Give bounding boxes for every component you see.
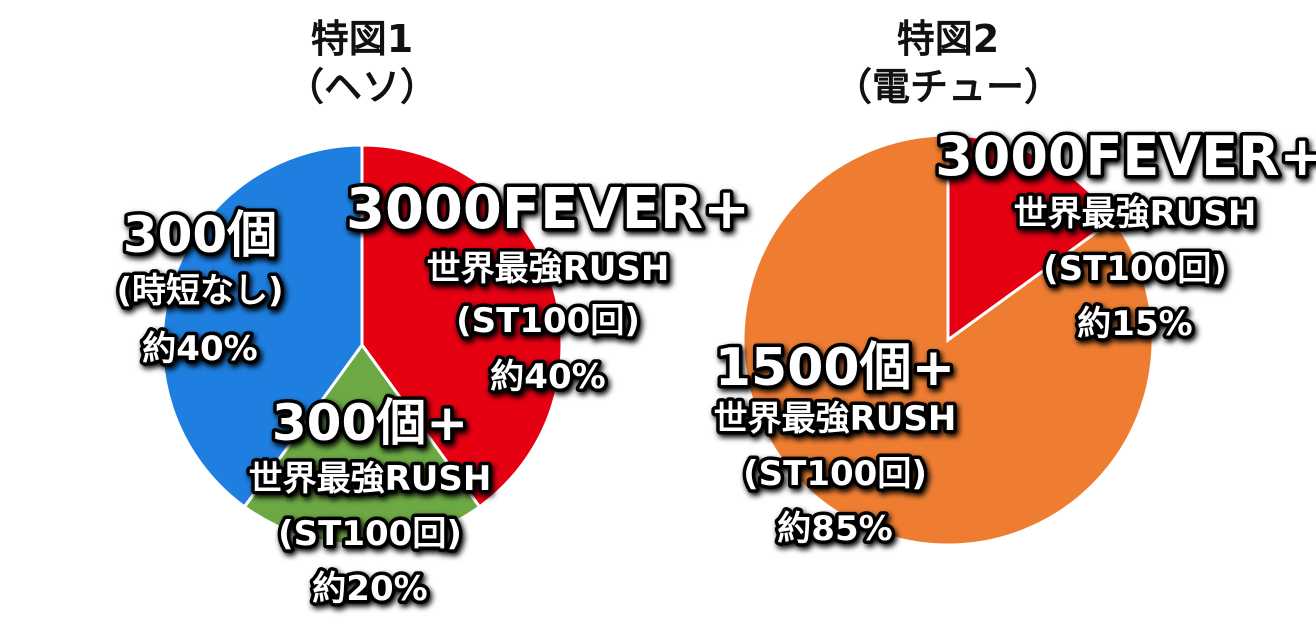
chart-2-title: 特図2 [897,17,999,61]
pie-slice-rush3000 [360,143,564,509]
data-label: 約85% [777,509,892,549]
pie-slice-rush300 [242,342,482,547]
data-label: 世界最強RUSH [1014,194,1257,234]
chart-1: 特図1 （ヘソ） 3000FEVER+ 世界最強RUSH (ST100回) 約4… [113,17,754,613]
data-label: (ST100回) [743,454,927,494]
chart-1-slices [160,143,564,547]
chart-1-labels: 3000FEVER+ 世界最強RUSH (ST100回) 約40% 300個 (… [113,174,754,613]
data-label: (ST100回) [278,514,462,554]
data-label: (時短なし) [116,271,283,311]
chart-2-labels: 3000FEVER+ 世界最強RUSH (ST100回) 約15% 1500個+… [710,122,1316,553]
chart-2-slices [741,133,1155,547]
data-label: 3000FEVER+ [346,177,750,242]
chart-1-subtitle: （ヘソ） [286,65,438,109]
data-label: 世界最強RUSH [249,459,492,499]
pie-slice-jitan [160,143,364,509]
chart-2-subtitle: （電チュー） [834,65,1062,109]
data-label: 1500個+ [715,338,955,398]
data-label: 300個 [123,206,277,264]
data-label: 約20% [312,569,427,609]
data-label: (ST100回) [456,301,640,341]
chart-2: 特図2 （電チュー） 3000FEVER+ 世界最強RUSH (ST100回) … [710,17,1316,553]
chart-1-title: 特図1 [311,17,413,61]
pie-slice-rush3000 [946,133,1116,343]
data-label: 約15% [1077,304,1192,344]
data-label: 3000FEVER+ [935,125,1316,188]
data-label: 300個+ [272,394,468,452]
data-label: 世界最強RUSH [714,399,957,439]
data-label: (ST100回) [1043,249,1227,289]
data-label: 約40% [490,357,605,397]
data-label: 世界最強RUSH [427,249,670,289]
pie-slice-rush1500 [741,133,1155,547]
data-label: 約40% [142,329,257,369]
